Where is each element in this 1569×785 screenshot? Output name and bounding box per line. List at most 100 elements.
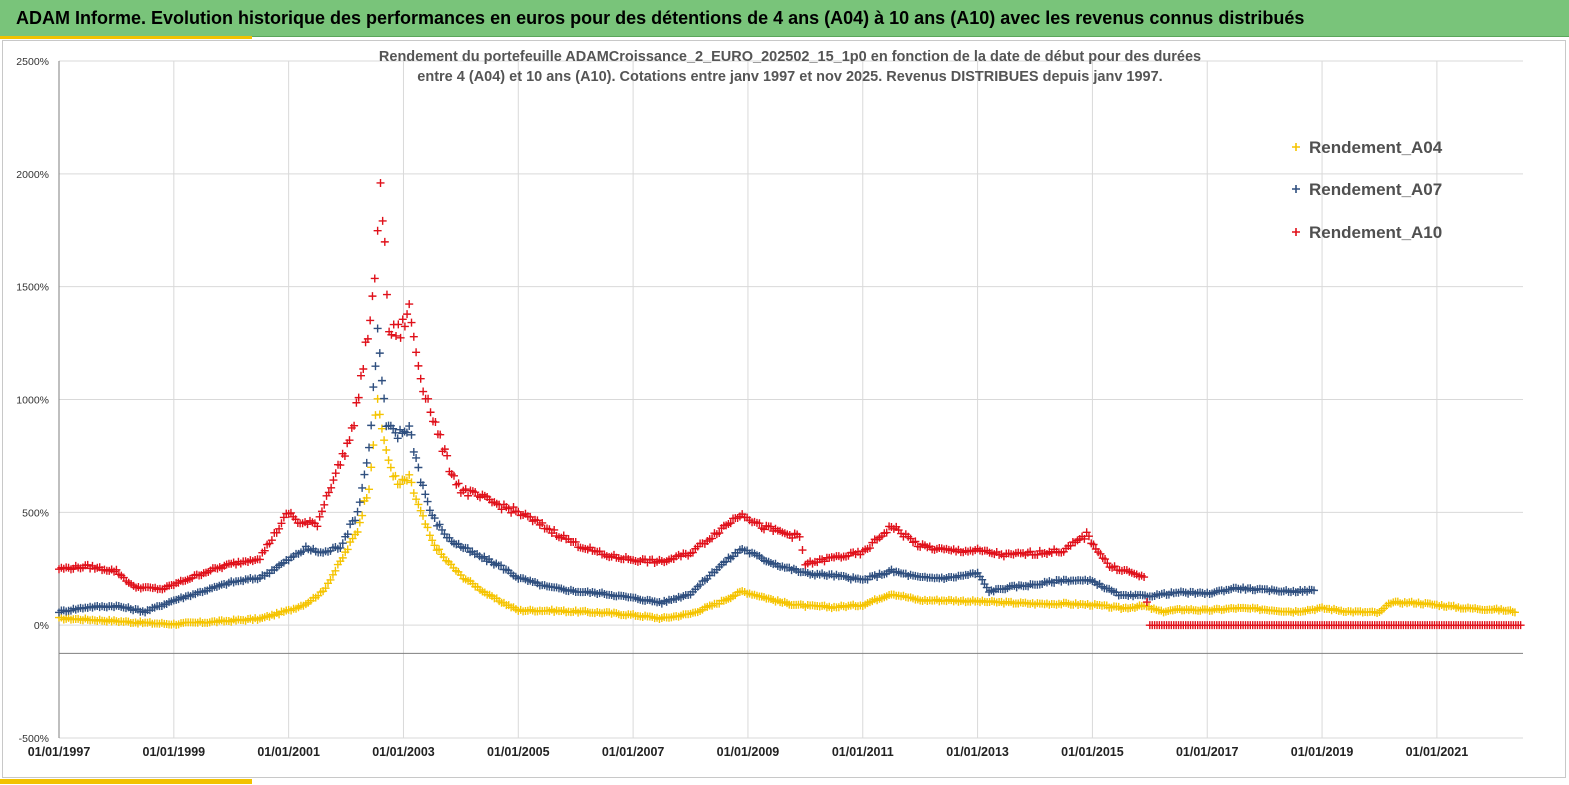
data-point-a04: [384, 456, 393, 465]
data-point-a07: [409, 447, 418, 456]
x-tick-label: 01/01/2003: [372, 745, 435, 759]
data-point-a04: [367, 463, 376, 472]
data-point-a10: [327, 483, 336, 492]
data-point-a07: [423, 497, 432, 506]
legend-marker-a10: [1292, 228, 1300, 236]
data-point-a10: [795, 532, 804, 541]
data-point-a10: [1080, 534, 1089, 543]
data-point-a10: [267, 536, 276, 545]
data-point-a04: [377, 424, 386, 433]
data-point-a10: [1516, 621, 1525, 630]
data-point-a10: [324, 488, 333, 497]
data-point-a04: [435, 545, 444, 554]
data-point-a10: [356, 371, 365, 380]
data-point-a10: [400, 322, 409, 331]
data-point-a10: [911, 537, 920, 546]
data-point-a10: [407, 318, 416, 327]
x-tick-label: 01/01/2013: [946, 745, 1009, 759]
data-point-a10: [798, 546, 807, 555]
data-point-a07: [365, 443, 374, 452]
data-point-a10: [277, 519, 286, 528]
data-point-a10: [715, 529, 724, 538]
data-point-a10: [313, 522, 322, 531]
data-point-a10: [405, 300, 414, 309]
data-point-a10: [424, 394, 433, 403]
data-point-a04: [353, 527, 362, 536]
data-point-a10: [431, 418, 440, 427]
data-point-a10: [315, 512, 324, 521]
data-point-a10: [112, 565, 121, 574]
data-point-a10: [396, 333, 405, 342]
data-point-a10: [1084, 532, 1093, 541]
data-point-a10: [1089, 540, 1098, 549]
x-tick-label: 01/01/2021: [1406, 745, 1469, 759]
data-point-a07: [362, 458, 371, 467]
data-point-a10: [382, 290, 391, 299]
data-point-a04: [1510, 608, 1519, 617]
chart-title-line-2: entre 4 (A04) et 10 ans (A10). Cotations…: [417, 69, 1162, 85]
x-tick-label: 01/01/1997: [28, 745, 91, 759]
legend-label-a07: Rendement_A07: [1309, 180, 1442, 199]
data-point-a04: [380, 436, 389, 445]
data-point-a07: [358, 483, 367, 492]
data-point-a10: [443, 451, 452, 460]
data-point-a07: [421, 490, 430, 499]
data-point-a10: [340, 452, 349, 461]
data-point-a04: [409, 489, 418, 498]
chart-title-line-1: Rendement du portefeuille ADAMCroissance…: [379, 49, 1201, 65]
data-point-a04: [321, 584, 330, 593]
data-point-a10: [1101, 555, 1110, 564]
data-point-a10: [363, 334, 372, 343]
data-point-a04: [412, 495, 421, 504]
data-point-a10: [419, 387, 428, 396]
data-point-a10: [509, 503, 518, 512]
data-point-a04: [365, 485, 374, 494]
data-point-a10: [550, 525, 559, 534]
data-point-a07: [435, 520, 444, 529]
data-point-a10: [260, 546, 269, 555]
header-bar: ADAM Informe. Evolution historique des p…: [0, 0, 1569, 37]
data-point-a10: [497, 505, 506, 514]
data-point-a07: [299, 547, 308, 556]
data-point-a10: [865, 544, 874, 553]
data-point-a10: [882, 528, 891, 537]
data-point-a07: [371, 362, 380, 371]
data-point-a10: [275, 524, 284, 533]
data-point-a10: [414, 361, 423, 370]
data-point-a10: [336, 461, 345, 470]
data-point-a10: [387, 330, 396, 339]
legend-marker-a07: [1292, 185, 1300, 193]
data-point-a07: [375, 349, 384, 358]
data-point-a10: [354, 393, 363, 402]
data-point-a10: [350, 421, 359, 430]
data-point-a10: [403, 310, 412, 319]
data-point-a10: [440, 445, 449, 454]
data-point-a04: [362, 493, 371, 502]
x-tick-label: 01/01/2019: [1291, 745, 1354, 759]
data-point-a10: [366, 316, 375, 325]
y-tick-label: 1000%: [16, 395, 49, 407]
data-point-a07: [377, 376, 386, 385]
data-point-a04: [386, 463, 395, 472]
legend-label-a10: Rendement_A10: [1309, 223, 1442, 242]
chart: -500% 0% 500% 1000% 1500% 2000% 2500% 01/01/199…: [16, 49, 1525, 759]
series-a07: [55, 324, 1319, 617]
legend-label-a04: Rendement_A04: [1309, 138, 1443, 157]
data-point-a07: [355, 498, 364, 507]
grid: [58, 60, 1523, 739]
data-point-a07: [414, 463, 423, 472]
data-point-a10: [454, 479, 463, 488]
data-point-a10: [378, 216, 387, 225]
data-point-a07: [343, 530, 352, 539]
data-point-a04: [428, 536, 437, 545]
data-point-a10: [359, 364, 368, 373]
series-a04: [55, 394, 1519, 629]
data-point-a10: [708, 534, 717, 543]
data-point-a07: [402, 428, 411, 437]
data-point-a10: [526, 512, 535, 521]
data-point-a07: [373, 324, 382, 333]
y-tick-label: 1500%: [16, 282, 49, 294]
data-point-a07: [338, 539, 347, 548]
data-point-a10: [412, 348, 421, 357]
data-point-a10: [461, 485, 470, 494]
